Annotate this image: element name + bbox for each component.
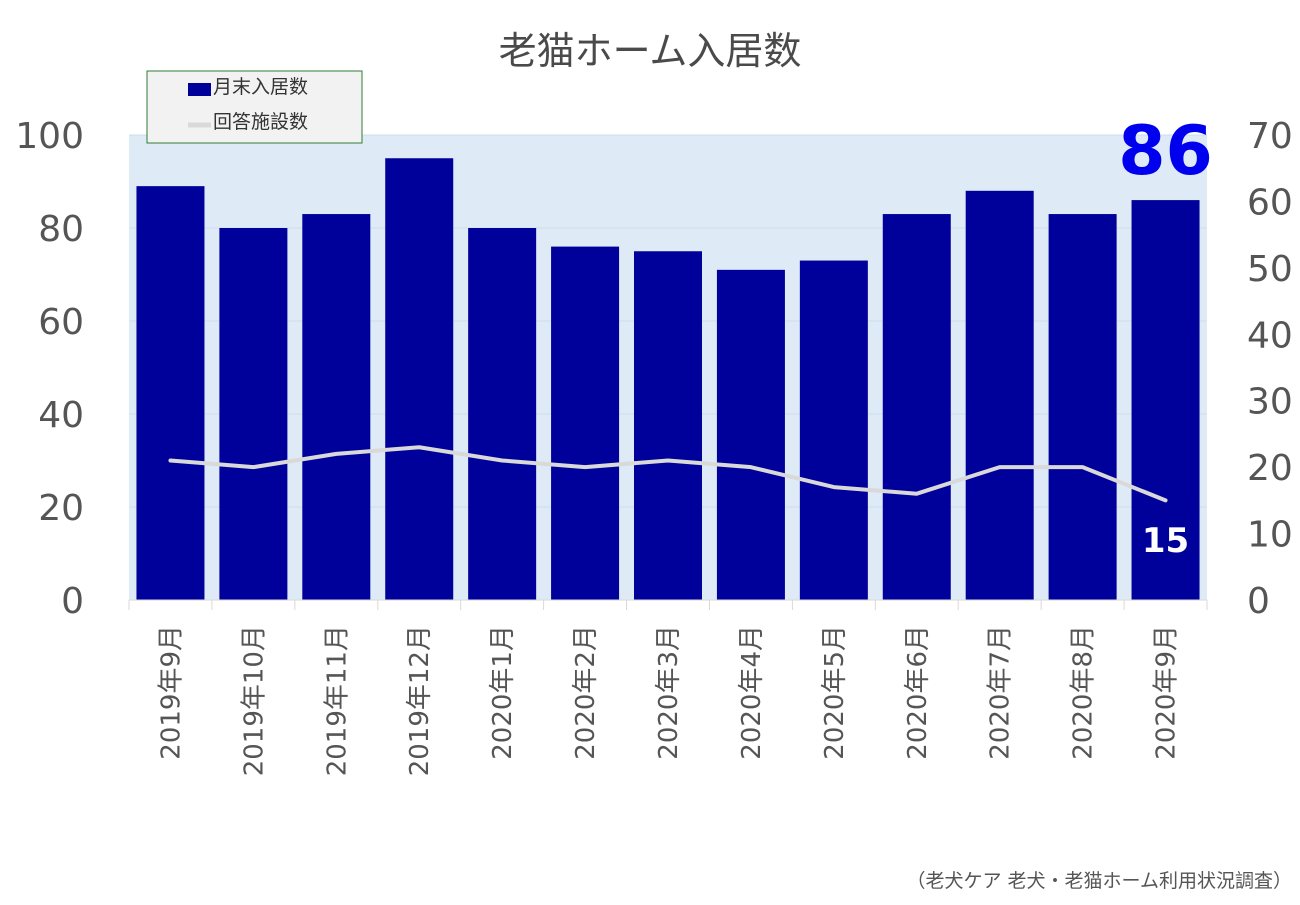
x-tick-label: 2020年2月	[571, 625, 601, 760]
bar	[716, 269, 785, 600]
bar	[385, 158, 454, 600]
x-tick-label: 2020年9月	[1152, 625, 1182, 760]
y-axis-right: 0 10 20 30 40 50 60 70	[1247, 116, 1293, 622]
line-point	[251, 465, 255, 469]
y-left-tick-label: 100	[15, 116, 84, 157]
x-axis: 2019年9月 2019年10月 2019年11月 2019年12月 2020年1月 20…	[128, 599, 1208, 776]
x-tick-label: 2019年10月	[239, 625, 269, 776]
line-point	[1164, 498, 1168, 502]
line-point	[915, 492, 919, 496]
line-point	[334, 452, 338, 456]
y-right-tick-label: 70	[1247, 116, 1293, 157]
line-series	[168, 445, 1168, 503]
line-point	[417, 445, 421, 449]
chart-title: 老猫ホーム入居数	[499, 29, 802, 73]
bar	[882, 214, 951, 601]
x-tick-label: 2019年12月	[405, 625, 435, 776]
y-right-tick-label: 20	[1247, 448, 1293, 489]
x-tick-label: 2020年3月	[654, 625, 684, 760]
bar	[551, 246, 620, 600]
y-left-tick-label: 80	[38, 209, 84, 250]
legend-line-label: 回答施設数	[213, 111, 308, 133]
y-left-tick-label: 60	[38, 302, 84, 343]
y-axis-left: 0 20 40 60 80 100	[15, 116, 84, 622]
line-point	[666, 459, 670, 462]
y-left-tick-label: 0	[61, 581, 84, 622]
line-point	[749, 465, 753, 469]
legend-box	[146, 70, 363, 144]
last-bar-value-label: 86	[1118, 112, 1213, 191]
line-point	[500, 459, 504, 462]
y-right-tick-label: 10	[1247, 515, 1293, 556]
x-tick-label: 2019年9月	[156, 625, 186, 760]
x-tick-label: 2020年6月	[903, 625, 933, 760]
legend-bar-swatch	[188, 83, 211, 96]
bar	[634, 251, 702, 600]
line-point	[168, 459, 172, 462]
line-point	[998, 465, 1002, 469]
x-tick-label: 2020年1月	[488, 625, 518, 760]
bar	[136, 186, 205, 600]
bar-series	[136, 158, 1200, 601]
last-line-value-label: 15	[1142, 521, 1189, 561]
line-point	[583, 465, 587, 469]
x-tick-label: 2020年4月	[737, 625, 767, 760]
bar	[1131, 200, 1200, 600]
line-point	[832, 485, 836, 489]
bar	[219, 228, 288, 600]
y-left-tick-label: 40	[38, 395, 84, 436]
bar	[1048, 214, 1117, 601]
y-left-tick-label: 20	[38, 488, 84, 529]
x-tick-label: 2019年11月	[322, 625, 352, 776]
source-note: （老犬ケア 老犬・老猫ホーム利用状況調査）	[907, 870, 1292, 892]
legend: 月末入居数 回答施設数	[146, 70, 363, 144]
bar	[799, 260, 868, 600]
line-point	[1081, 465, 1085, 469]
bar	[468, 228, 537, 600]
y-right-tick-label: 60	[1247, 182, 1293, 223]
y-right-tick-label: 30	[1247, 382, 1293, 423]
y-right-tick-label: 0	[1247, 581, 1270, 622]
y-right-tick-label: 50	[1247, 249, 1293, 290]
bar	[965, 190, 1034, 601]
x-tick-label: 2020年5月	[820, 625, 850, 760]
x-tick-label: 2020年7月	[986, 625, 1016, 760]
legend-bar-label: 月末入居数	[213, 76, 308, 98]
y-right-tick-label: 40	[1247, 315, 1293, 356]
x-tick-label: 2020年8月	[1069, 625, 1099, 760]
bar	[302, 214, 371, 601]
